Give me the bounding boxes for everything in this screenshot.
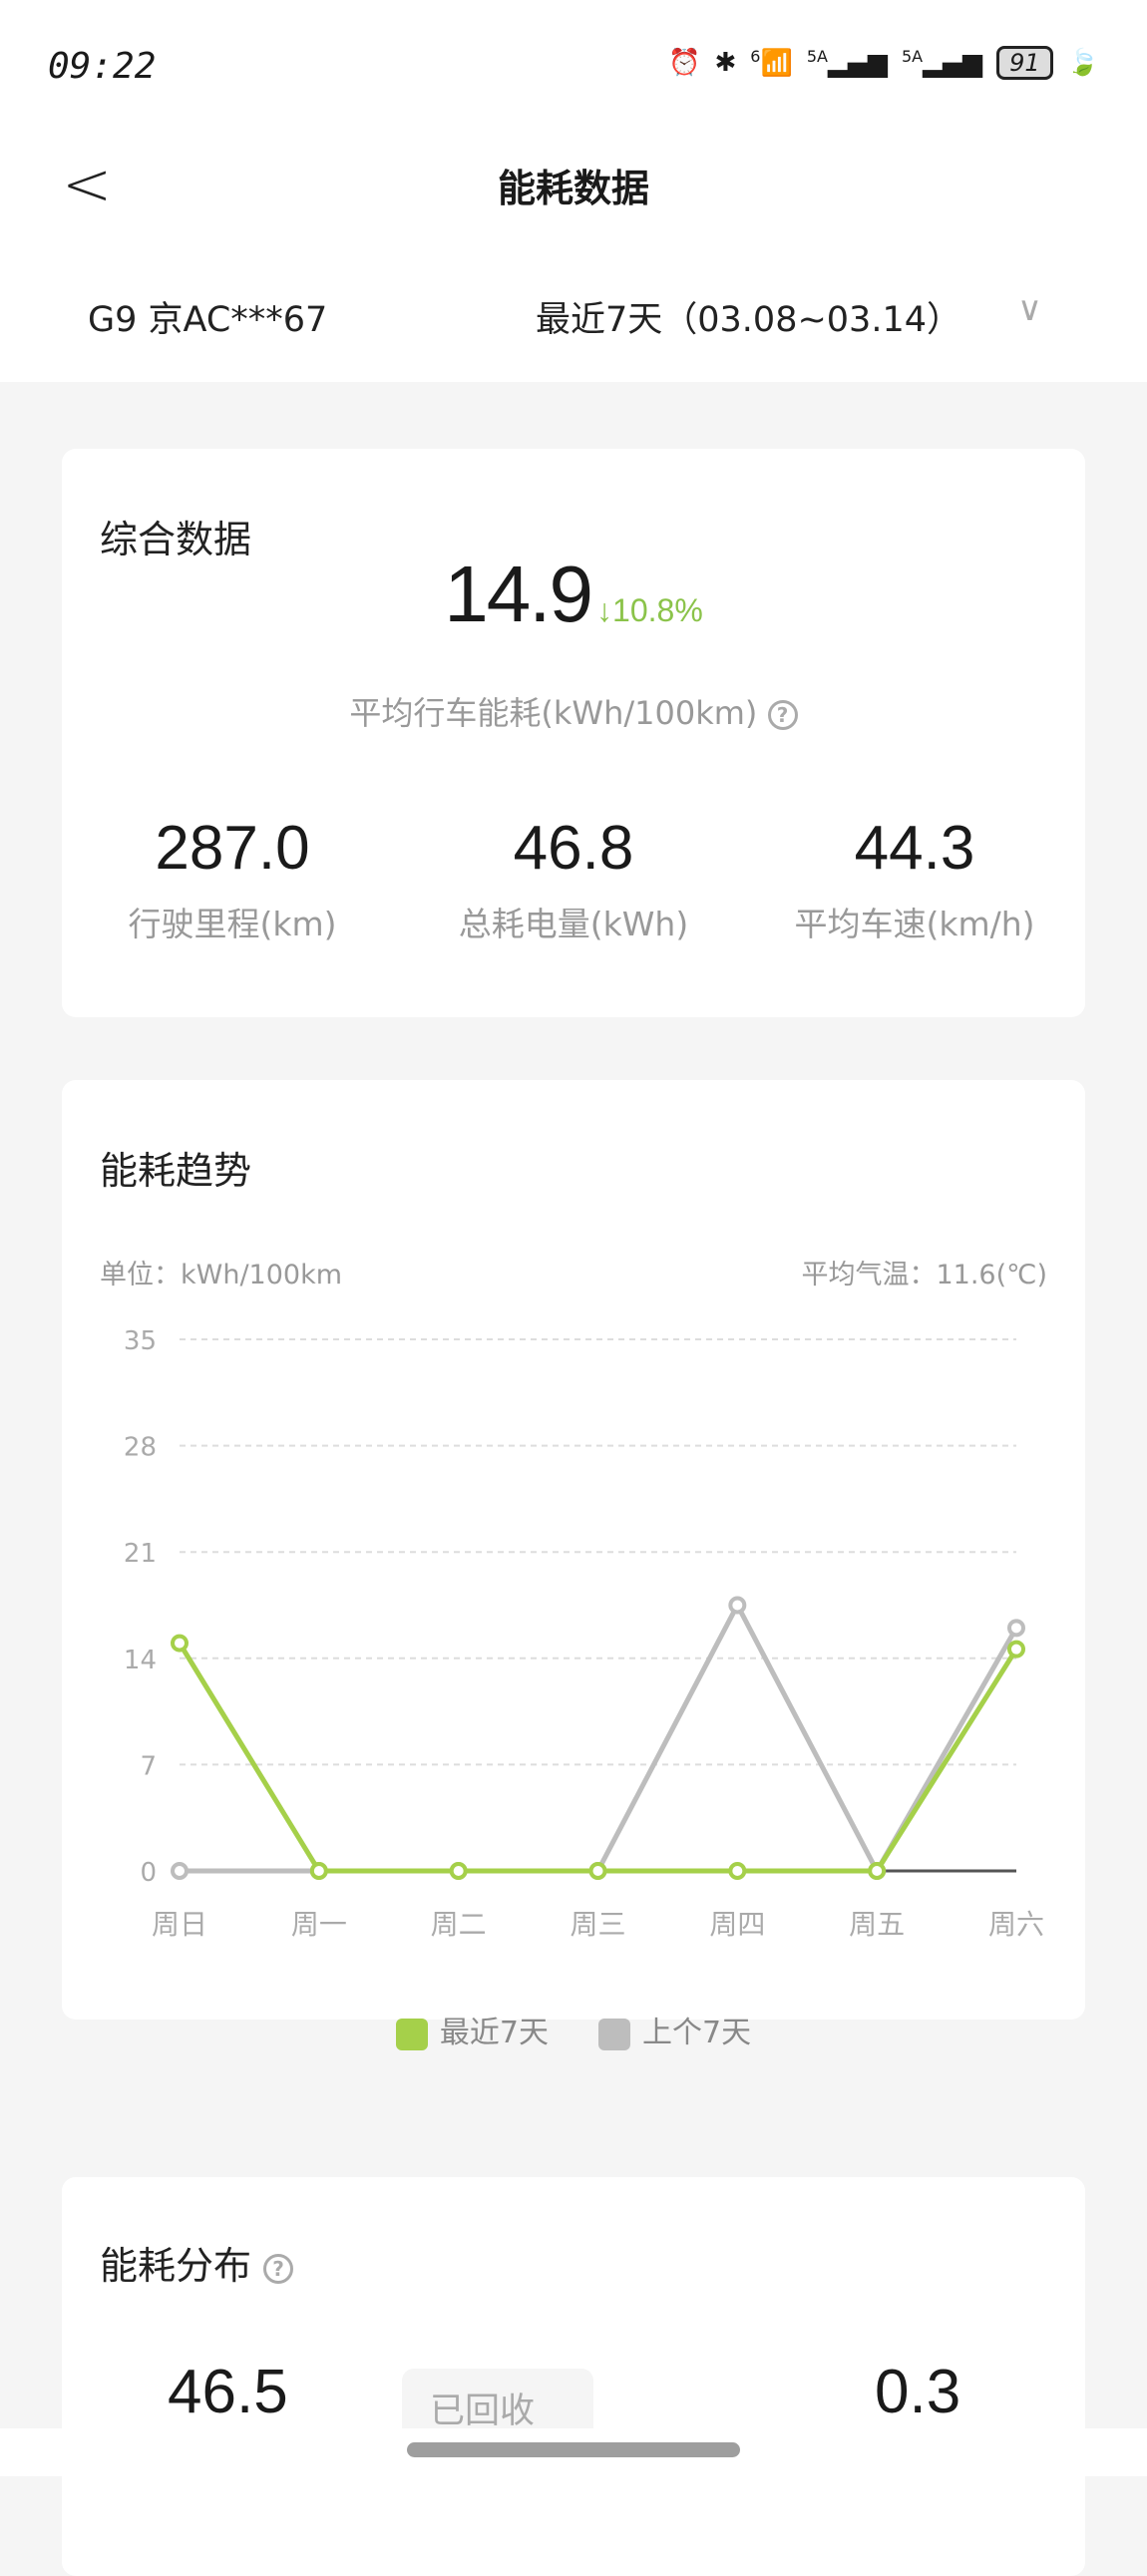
- battery-icon: 91: [996, 46, 1053, 80]
- help-icon[interactable]: ?: [767, 700, 798, 730]
- distribution-left-value: 46.5: [168, 2358, 288, 2426]
- signal-icon-2: 5A▂▄▆: [901, 47, 983, 79]
- y-tick-label: 14: [124, 1646, 157, 1675]
- home-indicator[interactable]: [407, 2442, 740, 2457]
- x-tick-label: 周五: [849, 1908, 905, 1941]
- y-tick-label: 7: [140, 1751, 157, 1781]
- help-icon[interactable]: ?: [263, 2253, 294, 2284]
- data-point: [309, 1862, 328, 1880]
- top-bar: [0, 0, 1147, 382]
- temperature-label: 平均气温：11.6(℃): [801, 1260, 1047, 1290]
- legend-item-recent[interactable]: 最近7天: [395, 2008, 549, 2051]
- x-tick-label: 周四: [709, 1908, 765, 1941]
- data-point: [588, 1862, 607, 1880]
- stat-mileage: 287.0 行驶里程(km): [128, 814, 337, 943]
- y-tick-label: 28: [124, 1433, 157, 1463]
- chevron-left-icon[interactable]: <: [62, 150, 113, 219]
- data-point: [728, 1862, 747, 1880]
- back-button[interactable]: <: [62, 150, 112, 219]
- x-tick-label: 周三: [570, 1908, 625, 1941]
- y-tick-label: 0: [140, 1858, 157, 1888]
- trend-card: 能耗趋势 单位：kWh/100km 平均气温：11.6(℃) 0 7 14 21 28 3…: [62, 1080, 1085, 2050]
- data-point: [449, 1862, 468, 1880]
- avg-consumption-value: 14.9: [444, 550, 593, 638]
- change-percent: 10.8%: [612, 592, 703, 628]
- data-point: [728, 1596, 747, 1615]
- data-point: [868, 1862, 887, 1880]
- chevron-down-icon[interactable]: ∨: [1017, 289, 1042, 329]
- legend-swatch: [395, 2018, 428, 2050]
- distribution-title: 能耗分布 ?: [100, 2235, 294, 2290]
- x-tick-label: 周日: [152, 1908, 207, 1941]
- trend-chart: 0 7 14 21 28 35 周日 周一 周二 周三 周四 周五 周六: [124, 1326, 1044, 1941]
- x-tick-label: 周一: [291, 1908, 347, 1941]
- stat-speed: 44.3 平均车速(km/h): [794, 814, 1035, 943]
- status-icons: ⏰ ✱ 6📶 5A▂▄▆ 5A▂▄▆ 91 🍃: [668, 46, 1099, 80]
- arrow-down-icon: ↓: [596, 592, 613, 628]
- vehicle-selector[interactable]: G9 京AC***67: [88, 300, 328, 340]
- data-point: [171, 1862, 189, 1880]
- chart-legend: 最近7天 上个7天: [62, 2008, 1085, 2051]
- data-point: [171, 1634, 189, 1653]
- data-point: [1007, 1640, 1025, 1658]
- unit-label: 单位：kWh/100km: [100, 1260, 343, 1290]
- x-tick-label: 周二: [431, 1908, 487, 1941]
- alarm-icon: ⏰: [668, 48, 701, 78]
- series-line-0: [177, 1642, 1019, 1874]
- data-point: [1007, 1619, 1025, 1638]
- summary-card: 综合数据 14.9 ↓10.8% 平均行车能耗(kWh/100km) ? 287…: [62, 449, 1085, 1017]
- date-range-selector[interactable]: 最近7天（03.08~03.14）: [536, 300, 961, 340]
- x-tick-label: 周六: [988, 1908, 1044, 1941]
- distribution-right-value: 0.3: [875, 2358, 961, 2426]
- series-line-1: [180, 1603, 1019, 1874]
- status-time: 09:22: [48, 46, 157, 87]
- avg-consumption-label: 平均行车能耗(kWh/100km) ?: [62, 688, 1085, 734]
- bluetooth-icon: ✱: [714, 48, 737, 78]
- trend-title: 能耗趋势: [100, 1149, 252, 1193]
- distribution-card: 能耗分布 ? 46.5 已回收 0.3: [62, 2177, 1085, 2576]
- y-tick-label: 21: [124, 1539, 157, 1569]
- wifi-icon: 6📶: [750, 47, 793, 79]
- page-title: 能耗数据: [497, 167, 649, 210]
- summary-title: 综合数据: [100, 518, 252, 561]
- y-tick-label: 35: [124, 1326, 157, 1356]
- leaf-icon: 🍃: [1066, 48, 1099, 78]
- avg-consumption: 14.9 ↓10.8%: [62, 549, 1085, 640]
- signal-icon: 5A▂▄▆: [806, 47, 888, 79]
- legend-swatch: [598, 2018, 630, 2050]
- legend-item-previous[interactable]: 上个7天: [598, 2008, 751, 2051]
- stat-energy: 46.8 总耗电量(kWh): [458, 814, 689, 943]
